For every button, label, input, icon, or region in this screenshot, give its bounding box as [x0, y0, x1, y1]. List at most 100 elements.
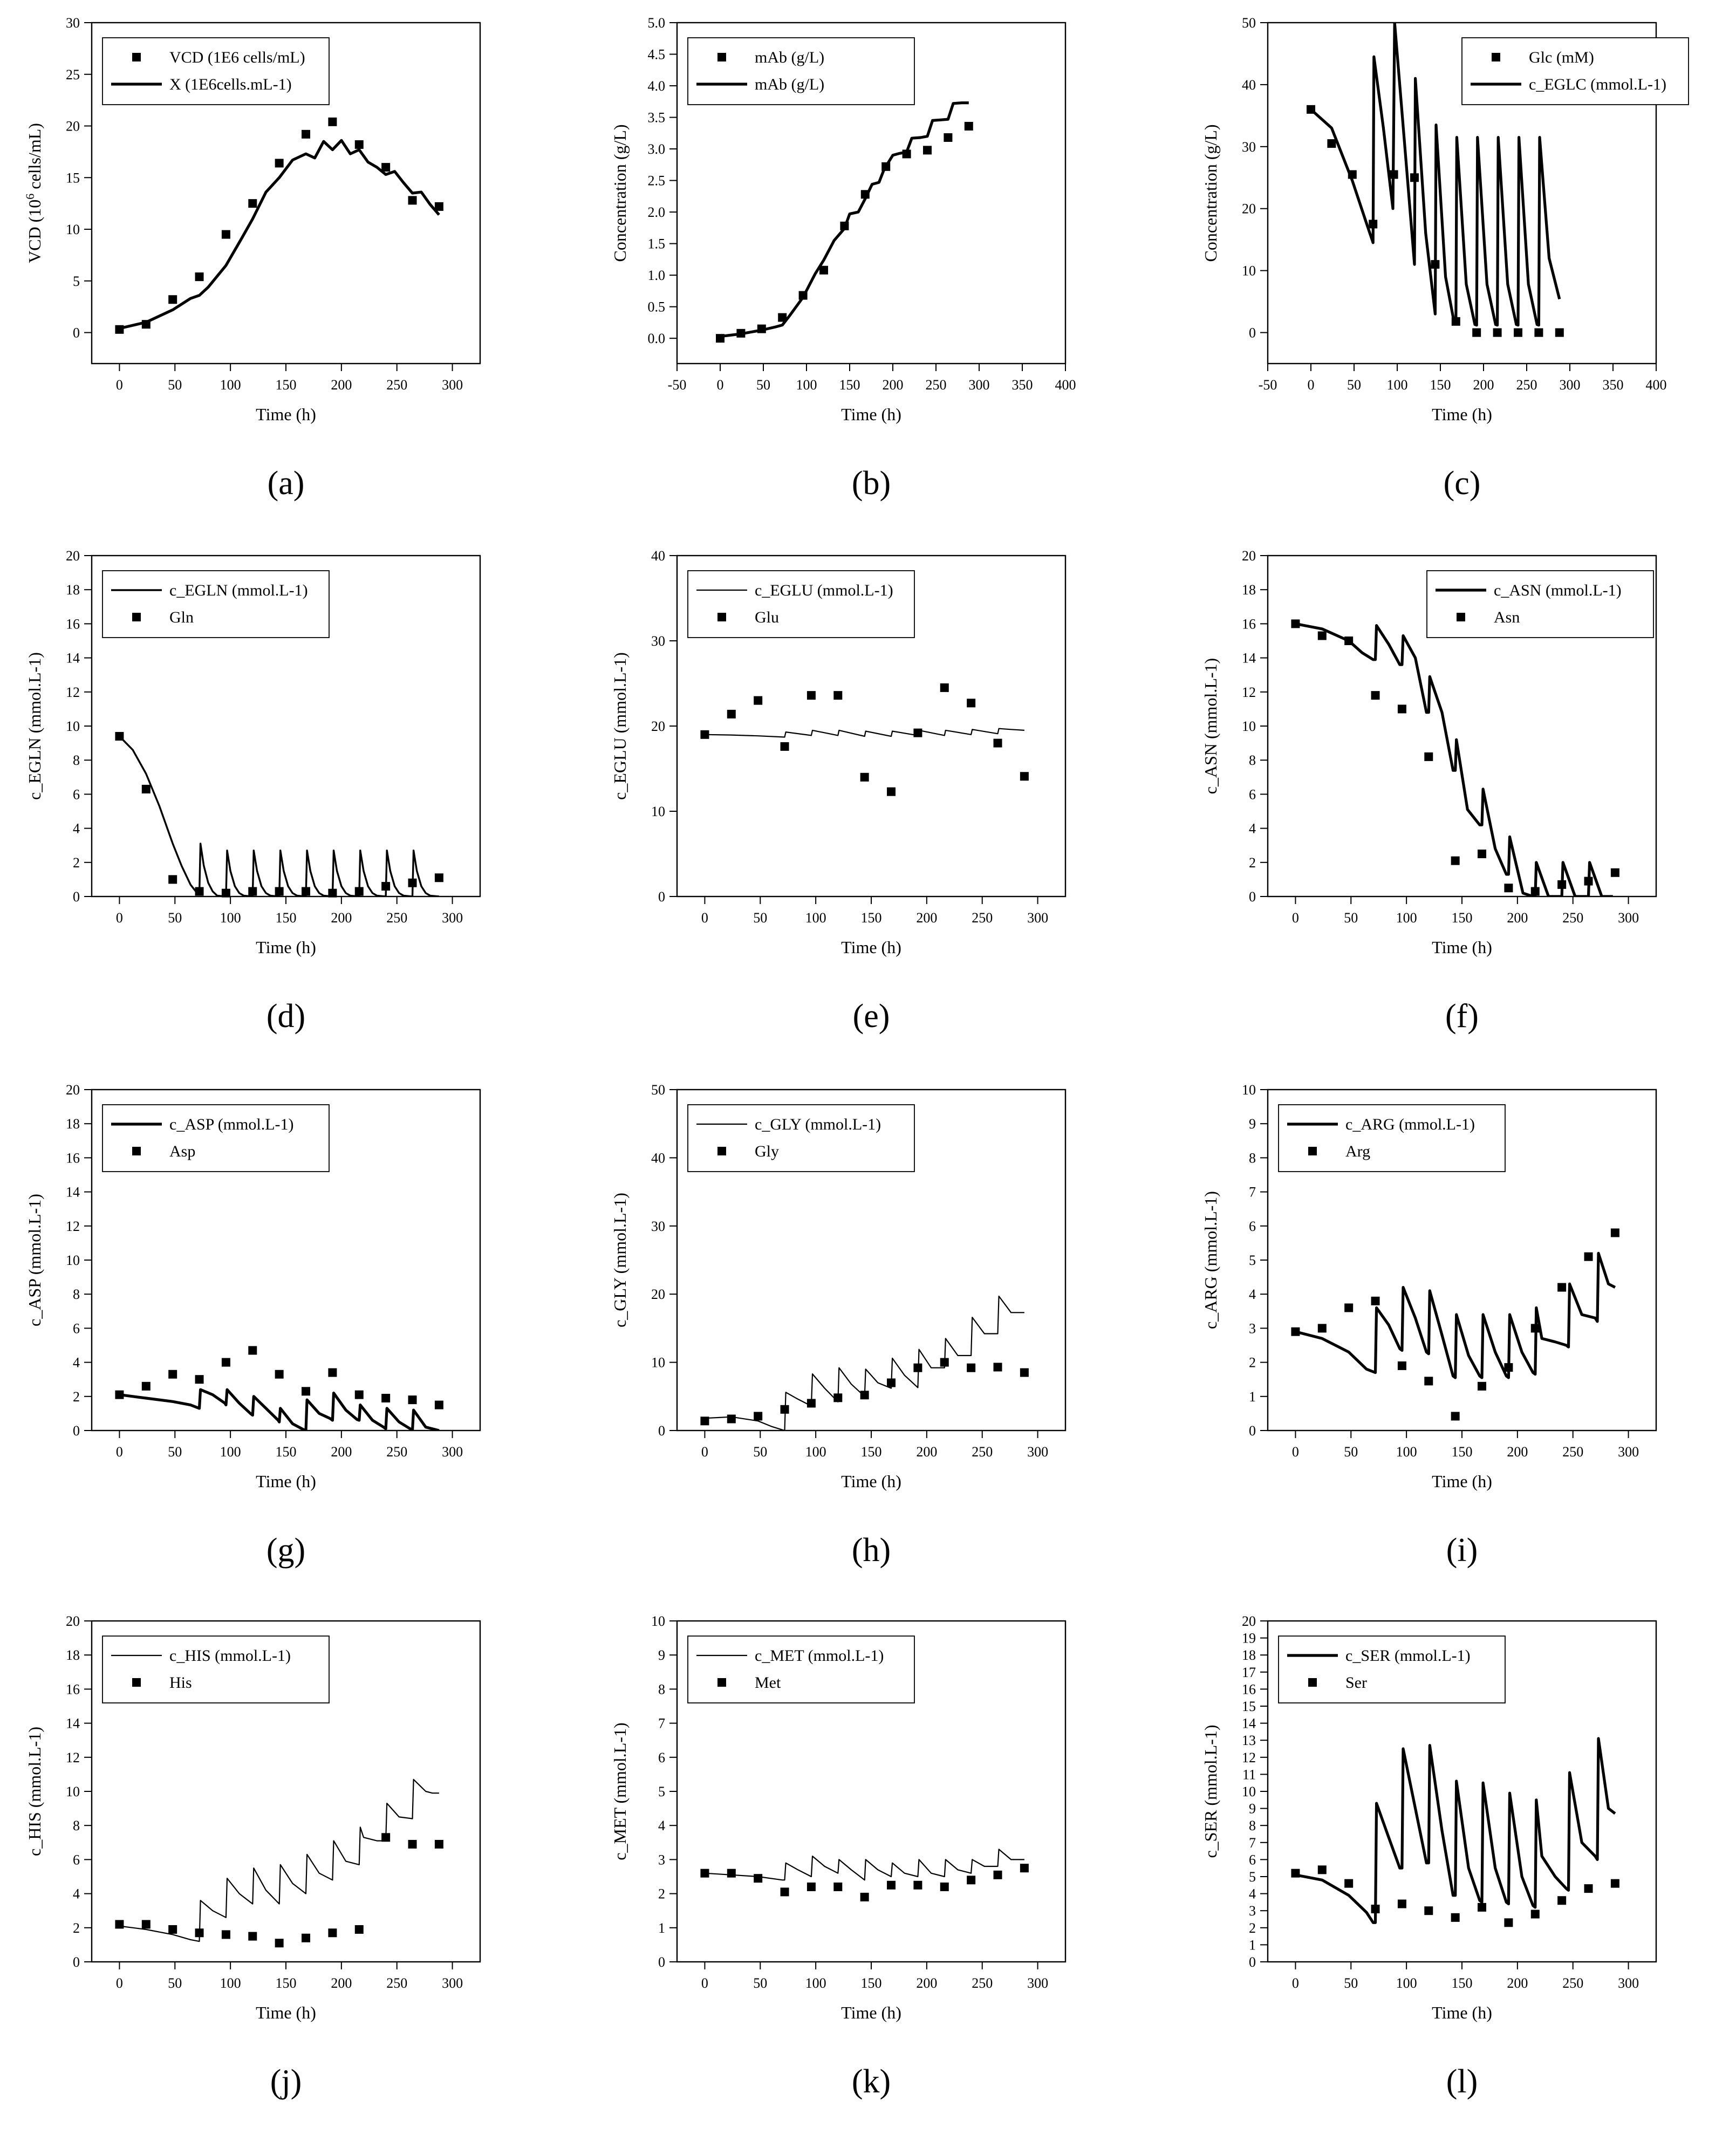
scatter-point — [1020, 772, 1029, 781]
scatter-point — [115, 1390, 124, 1399]
x-tick-label: 300 — [442, 1444, 463, 1460]
legend-marker-swatch — [1308, 1678, 1317, 1687]
scatter-point — [1410, 173, 1419, 182]
x-tick-label: 250 — [1516, 377, 1537, 393]
y-tick-label: 18 — [1242, 582, 1256, 598]
x-tick-label: 150 — [276, 910, 297, 926]
scatter-point — [1317, 631, 1327, 640]
scatter-point — [302, 1387, 311, 1396]
y-tick-label: 4 — [73, 1886, 80, 1902]
scatter-point — [1530, 1324, 1540, 1333]
y-tick-label: 8 — [1249, 752, 1256, 768]
y-tick-label: 15 — [1242, 1699, 1256, 1714]
y-axis-title: c_ASN (mmol.L-1) — [1201, 658, 1220, 794]
scatter-point — [115, 1920, 124, 1929]
y-tick-label: 2 — [1249, 855, 1256, 871]
scatter-point — [354, 1390, 364, 1399]
scatter-point — [700, 730, 709, 739]
scatter-point — [195, 272, 204, 282]
y-tick-label: 7 — [1249, 1835, 1256, 1851]
y-tick-label: 0 — [1249, 325, 1256, 341]
y-tick-label: 20 — [1242, 548, 1256, 564]
y-tick-label: 8 — [73, 1818, 80, 1833]
x-tick-label: 100 — [220, 377, 241, 393]
scatter-point — [913, 728, 922, 737]
chart-i: 0 50 100 150 200 250 300 0 1 2 3 4 5 6 7 8 9 10 Time (h) c_… — [1201, 1082, 1657, 1569]
scatter-point — [833, 691, 843, 700]
scatter-point — [1397, 704, 1406, 714]
chart-b: -50 0 50 100 150 200 250 300 350 400 0.0 0.5 1.0 1.5 2… — [610, 15, 1076, 502]
legend-marker-swatch — [1457, 613, 1465, 621]
scatter-point — [248, 1932, 257, 1941]
y-tick-label: 4.5 — [648, 47, 666, 63]
y-tick-label: 6 — [1249, 786, 1256, 802]
y-tick-label: 10 — [651, 804, 665, 819]
series-line — [119, 1388, 440, 1431]
scatter-point — [967, 1363, 976, 1372]
scatter-point — [275, 887, 284, 896]
scatter-point — [840, 221, 849, 230]
x-axis-title: Time (h) — [256, 405, 316, 424]
x-tick-label: 250 — [972, 1444, 993, 1460]
x-tick-label: 300 — [1560, 377, 1581, 393]
scatter-point — [115, 731, 124, 741]
y-axis-title: c_GLY (mmol.L-1) — [610, 1193, 630, 1327]
y-tick-label: 18 — [66, 1647, 80, 1663]
scatter-point — [1557, 1896, 1567, 1905]
x-tick-label: 300 — [1027, 1975, 1048, 1991]
x-tick-label: 0 — [717, 377, 724, 393]
y-tick-label: 0 — [73, 325, 80, 341]
legend-box — [687, 37, 915, 105]
scatter-point — [275, 1939, 284, 1948]
x-tick-label: 300 — [1618, 1975, 1639, 1991]
chart-h: 0 50 100 150 200 250 300 0 10 20 30 40 50 Time (h) c_G… — [610, 1082, 1067, 1569]
y-tick-label: 1 — [1249, 1389, 1256, 1405]
y-tick-label: 18 — [1242, 1647, 1256, 1663]
y-tick-label: 0 — [1249, 1423, 1256, 1439]
x-tick-label: 200 — [1507, 1444, 1528, 1460]
scatter-point — [1424, 1377, 1433, 1386]
y-tick-label: 20 — [66, 1082, 80, 1098]
series-line — [1295, 1737, 1616, 1924]
scatter-point — [754, 1874, 763, 1883]
y-tick-label: 0 — [73, 1423, 80, 1439]
y-tick-label: 1 — [1249, 1937, 1256, 1953]
scatter-point — [1451, 856, 1460, 865]
x-tick-label: 0 — [701, 910, 708, 926]
scatter-point — [434, 202, 443, 211]
scatter-point — [1344, 637, 1354, 645]
panel-label: (a) — [268, 465, 305, 502]
y-tick-label: 4 — [1249, 821, 1256, 837]
scatter-point — [408, 196, 417, 205]
scatter-point — [195, 887, 204, 896]
scatter-point — [1371, 1905, 1380, 1914]
x-tick-label: 300 — [442, 910, 463, 926]
x-tick-label: 0 — [116, 1444, 123, 1460]
x-tick-label: 100 — [220, 910, 241, 926]
y-tick-label: 11 — [1242, 1767, 1256, 1782]
y-tick-label: 0 — [1249, 889, 1256, 905]
scatter-point — [275, 159, 284, 168]
scatter-point — [967, 699, 976, 708]
legend-marker-swatch — [132, 613, 141, 621]
x-tick-label: 0 — [1308, 377, 1315, 393]
scatter-point — [1371, 1296, 1380, 1305]
y-tick-label: 10 — [66, 718, 80, 734]
legend-marker-swatch — [132, 53, 141, 61]
legend-box — [102, 1104, 330, 1172]
x-tick-label: 350 — [1603, 377, 1624, 393]
x-tick-label: 0 — [1292, 910, 1299, 926]
y-tick-label: 2.0 — [648, 204, 666, 220]
series-line — [1295, 1251, 1616, 1379]
x-tick-label: 250 — [386, 377, 407, 393]
chart-e: 0 50 100 150 200 250 300 0 10 20 30 40 Time (h) c_EGL… — [610, 548, 1067, 1035]
series-line — [705, 1849, 1024, 1881]
y-tick-label: 3 — [1249, 1903, 1256, 1919]
scatter-point — [944, 133, 953, 142]
scatter-point — [221, 230, 230, 239]
y-tick-label: 14 — [1242, 1716, 1256, 1732]
legend-box — [102, 37, 330, 105]
y-tick-label: 30 — [1242, 139, 1256, 155]
panel-label: (i) — [1446, 1532, 1478, 1569]
